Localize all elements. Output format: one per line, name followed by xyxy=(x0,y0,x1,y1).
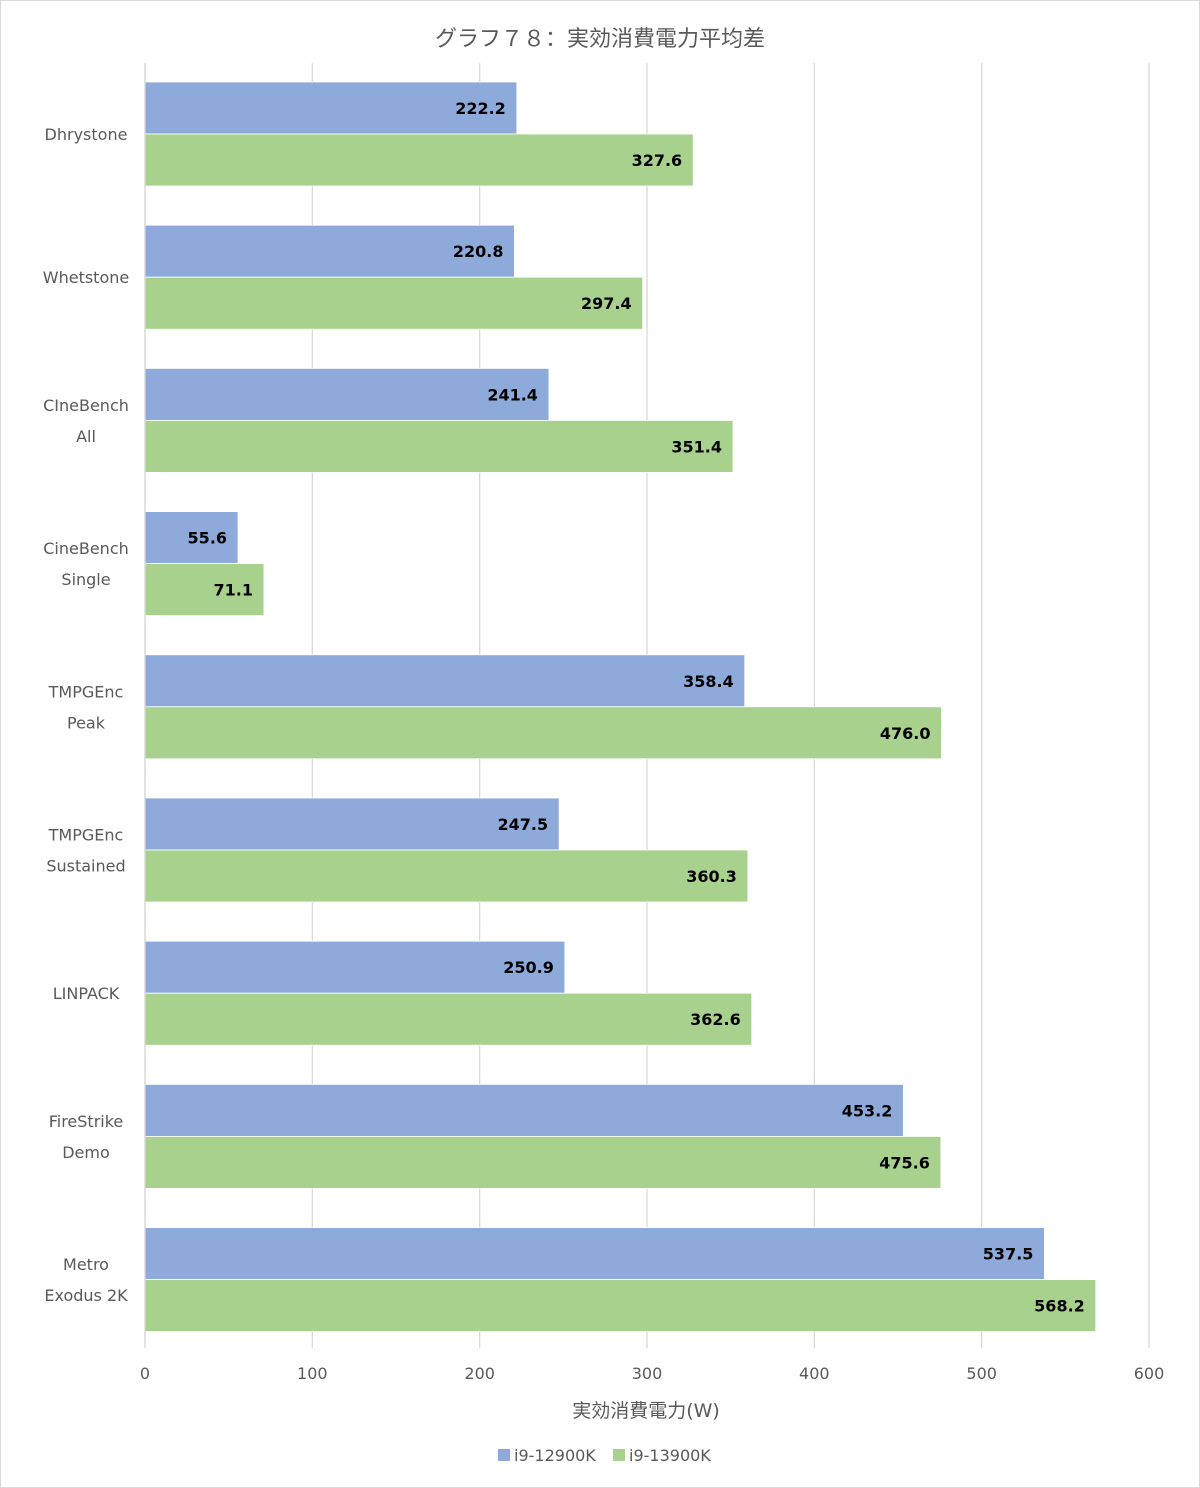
legend: i9-12900K i9-13900K xyxy=(498,1446,711,1465)
legend-swatch xyxy=(498,1449,510,1461)
data-label: 241.4 xyxy=(487,385,538,404)
value-axis: 0 100 200 300 400 500 600 xyxy=(140,1364,1164,1383)
category-axis: Dhrystone Whetstone CIneBench All CineBench S… xyxy=(43,63,146,1348)
category-label: Sustained xyxy=(46,857,125,876)
chart-title: グラフ７８：実効消費電力平均差 xyxy=(435,27,765,52)
category-label: Single xyxy=(61,570,110,589)
x-tick-label: 400 xyxy=(799,1364,830,1383)
bar-i9-12900K-5 xyxy=(144,797,560,851)
bar-i9-13900K-0 xyxy=(144,133,694,187)
category-label: CIneBench xyxy=(43,396,129,415)
data-label: 358.4 xyxy=(683,672,734,691)
bar-i9-12900K-8 xyxy=(144,1227,1045,1280)
bar-i9-13900K-8 xyxy=(144,1279,1097,1332)
legend-label: i9-13900K xyxy=(629,1446,711,1465)
category-label: TMPGEnc xyxy=(48,682,124,701)
data-label: 568.2 xyxy=(1034,1297,1085,1316)
category-label: Whetstone xyxy=(43,268,129,287)
category-label: FireStrike xyxy=(49,1112,124,1131)
data-label: 537.5 xyxy=(983,1245,1034,1264)
data-label: 453.2 xyxy=(842,1101,893,1120)
category-label: All xyxy=(76,427,96,446)
bar-i9-13900K-6 xyxy=(144,992,753,1046)
data-label: 351.4 xyxy=(671,437,722,456)
data-label: 250.9 xyxy=(503,958,554,977)
data-label: 327.6 xyxy=(632,151,683,170)
bar-i9-13900K-1 xyxy=(144,276,644,330)
data-label: 220.8 xyxy=(453,242,504,261)
data-label: 222.2 xyxy=(455,99,506,118)
bar-i9-12900K-7 xyxy=(144,1084,904,1137)
x-tick-label: 300 xyxy=(632,1364,663,1383)
x-tick-label: 200 xyxy=(464,1364,495,1383)
bar-i9-12900K-2 xyxy=(144,367,550,421)
bar-series xyxy=(144,81,1097,1332)
data-label: 71.1 xyxy=(213,581,252,600)
data-label: 362.6 xyxy=(690,1010,741,1029)
bar-i9-13900K-4 xyxy=(144,706,942,760)
data-label: 475.6 xyxy=(879,1153,930,1172)
data-label: 55.6 xyxy=(188,529,227,548)
category-label: Peak xyxy=(67,713,106,732)
category-label: LINPACK xyxy=(53,984,120,1003)
x-tick-label: 0 xyxy=(140,1364,150,1383)
bar-i9-12900K-1 xyxy=(144,224,515,278)
bar-i9-13900K-2 xyxy=(144,419,734,473)
data-label: 476.0 xyxy=(880,724,931,743)
bar-i9-13900K-7 xyxy=(144,1136,942,1189)
data-label: 360.3 xyxy=(686,867,737,886)
data-label: 247.5 xyxy=(498,815,549,834)
bar-i9-13900K-3 xyxy=(144,563,265,616)
x-tick-label: 600 xyxy=(1134,1364,1165,1383)
legend-label: i9-12900K xyxy=(514,1446,596,1465)
bar-i9-12900K-4 xyxy=(144,654,746,708)
data-label: 297.4 xyxy=(581,294,632,313)
x-axis-title: 実効消費電力(W) xyxy=(572,1400,720,1422)
category-label: Dhrystone xyxy=(45,125,128,144)
x-tick-label: 100 xyxy=(297,1364,328,1383)
data-labels: 222.2 220.8 241.4 55.6 358.4 247.5 250.9 453.2 5… xyxy=(188,99,1085,1316)
bar-i9-13900K-5 xyxy=(144,849,749,903)
category-label: Demo xyxy=(62,1143,110,1162)
category-label: Exodus 2K xyxy=(44,1286,128,1305)
category-label: Metro xyxy=(63,1255,109,1274)
legend-swatch xyxy=(613,1449,625,1461)
x-tick-label: 500 xyxy=(966,1364,997,1383)
category-label: TMPGEnc xyxy=(48,826,124,845)
category-label: CineBench xyxy=(43,539,129,558)
bar-i9-12900K-6 xyxy=(144,940,566,994)
